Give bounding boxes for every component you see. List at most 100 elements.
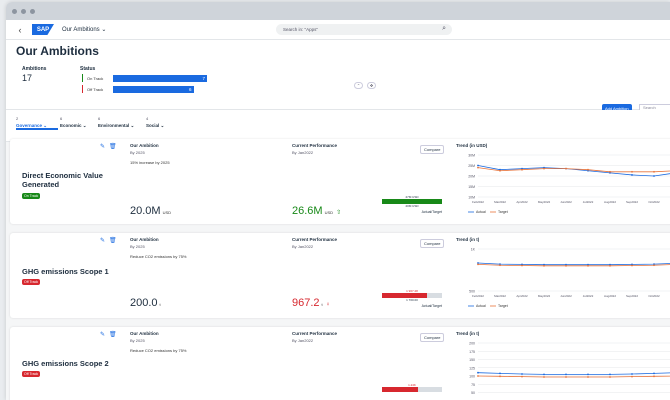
back-icon[interactable]: ‹ [18, 24, 22, 35]
ambition-name: Direct Economic Value Generated [22, 171, 103, 189]
data-point[interactable] [477, 263, 479, 266]
data-point[interactable] [477, 164, 479, 167]
data-point[interactable] [543, 167, 545, 170]
data-point[interactable] [543, 376, 545, 378]
data-point[interactable] [477, 371, 479, 374]
data-point[interactable] [609, 170, 611, 173]
x-tick-label: Jul2022 [583, 200, 594, 204]
mini-target-label: 20M USD [405, 204, 419, 208]
data-point[interactable] [499, 169, 501, 172]
off-track-value: 6 [189, 86, 192, 92]
data-point[interactable] [565, 264, 567, 267]
x-tick-label: Feb2022 [472, 200, 484, 204]
data-point[interactable] [565, 376, 567, 378]
mini-track [382, 387, 442, 392]
off-track-bar[interactable]: 6 [113, 85, 194, 93]
data-point[interactable] [521, 168, 523, 171]
x-tick-label: Mar2022 [494, 294, 506, 298]
delete-icon[interactable]: 🗑 [109, 238, 117, 244]
data-point[interactable] [521, 373, 523, 375]
collapse-header-icon[interactable]: ⌃ [354, 82, 363, 89]
shell-search-input[interactable]: Search in: "Apps" ⌕ [276, 24, 452, 35]
data-point[interactable] [587, 373, 589, 376]
mini-fill [382, 199, 442, 204]
data-point[interactable] [631, 264, 633, 267]
data-point[interactable] [631, 170, 633, 173]
data-point[interactable] [587, 168, 589, 171]
delete-icon[interactable]: 🗑 [109, 144, 117, 150]
edit-icon[interactable]: ✎ [100, 238, 106, 244]
data-point[interactable] [499, 375, 501, 378]
performance-heading: Current Performance [292, 237, 338, 242]
data-point[interactable] [477, 166, 479, 169]
data-point[interactable] [587, 264, 589, 267]
performance-section: Current Performance By Jan2022 [292, 237, 337, 249]
page-title: Our Ambitions [16, 44, 99, 58]
edit-icon[interactable]: ✎ [100, 332, 106, 338]
ambition-card[interactable]: ✎ 🗑 GHG emissions Scope 2 Off Track Our A… [10, 327, 670, 400]
data-point[interactable] [609, 264, 611, 267]
ambition-value: 200.0 t [130, 297, 161, 309]
data-point[interactable] [609, 376, 611, 378]
compare-button[interactable]: Compare [420, 333, 445, 342]
performance-unit: USD [324, 210, 334, 215]
data-point[interactable] [653, 375, 655, 378]
data-point[interactable] [653, 372, 655, 375]
data-point[interactable] [631, 174, 633, 176]
tab-social[interactable]: 4 Social ⌄ [146, 116, 164, 129]
data-point[interactable] [587, 376, 589, 378]
data-point[interactable] [653, 170, 655, 173]
data-point[interactable] [609, 373, 611, 376]
ambition-card[interactable]: ✎ 🗑 GHG emissions Scope 1 Off Track Our A… [10, 233, 670, 318]
data-point[interactable] [653, 264, 655, 267]
series-line-target[interactable] [477, 375, 670, 378]
search-icon[interactable]: ⌕ [442, 25, 446, 32]
series-line-target[interactable] [477, 264, 670, 267]
data-point[interactable] [543, 264, 545, 267]
status-badge: Off Track [22, 371, 41, 377]
series-line-target[interactable] [477, 167, 670, 173]
off-track-row[interactable]: Off Track 6 [82, 85, 194, 93]
edit-icon[interactable]: ✎ [100, 144, 106, 150]
ambitions-count: 17 [22, 73, 33, 83]
data-point[interactable] [631, 373, 633, 375]
window-dot-icon[interactable] [30, 8, 35, 14]
pin-header-icon[interactable]: ✥ [367, 82, 376, 89]
data-point[interactable] [499, 372, 501, 375]
window-dot-icon[interactable] [12, 8, 17, 14]
ambition-card[interactable]: ✎ 🗑 Direct Economic Value Generated On Tr… [10, 139, 670, 224]
data-point[interactable] [477, 262, 479, 264]
progress-mini-chart: 1 967.28 1 700.00 Actual/Target [382, 289, 442, 308]
add-ambition-button[interactable]: Add Ambition [602, 104, 632, 113]
x-tick-label: Mar2022 [494, 200, 506, 204]
data-point[interactable] [521, 264, 523, 267]
ambition-name: GHG emissions Scope 1 [22, 267, 109, 276]
window-dot-icon[interactable] [21, 8, 26, 14]
warning-icon: ♀ [325, 302, 331, 308]
series-line-actual[interactable] [477, 372, 670, 375]
data-point[interactable] [631, 375, 633, 378]
data-point[interactable] [521, 375, 523, 378]
tab-label-text: Social [146, 123, 160, 128]
y-tick-label: 50 [471, 391, 475, 395]
on-track-row[interactable]: On Track 7 [82, 74, 207, 82]
series-line-actual[interactable] [477, 165, 670, 177]
delete-icon[interactable]: 🗑 [109, 332, 117, 338]
tab-governance[interactable]: 2 Governance ⌄ [16, 116, 47, 129]
data-point[interactable] [565, 373, 567, 376]
sap-logo[interactable]: SAP [32, 24, 54, 35]
data-point[interactable] [499, 264, 501, 267]
data-point[interactable] [543, 373, 545, 376]
data-point[interactable] [565, 167, 567, 170]
legend-label: Target [498, 210, 508, 214]
y-tick-label: 25M [468, 164, 475, 168]
on-track-bar[interactable]: 7 [113, 74, 207, 82]
compare-button[interactable]: Compare [420, 145, 445, 154]
series-line-actual[interactable] [477, 262, 670, 266]
data-point[interactable] [653, 175, 655, 177]
tab-economic[interactable]: 6 Economic ⌄ [60, 116, 87, 129]
data-point[interactable] [477, 375, 479, 377]
tab-environmental[interactable]: 6 Environmental ⌄ [98, 116, 134, 129]
compare-button[interactable]: Compare [420, 239, 445, 248]
app-name-menu[interactable]: Our Ambitions ⌄ [62, 27, 107, 33]
